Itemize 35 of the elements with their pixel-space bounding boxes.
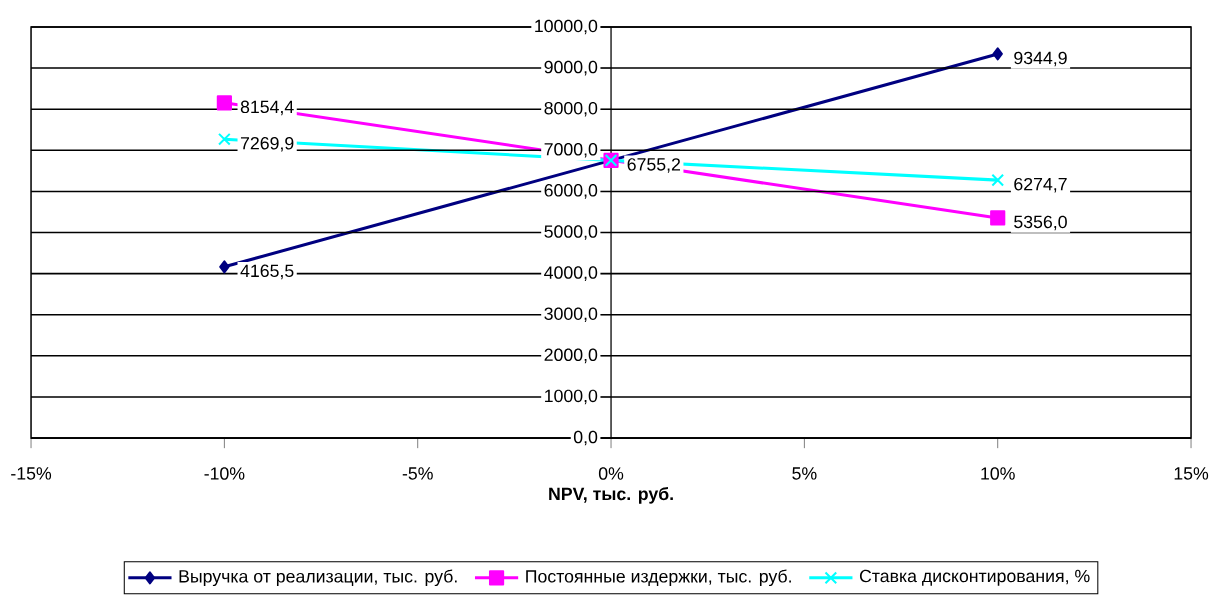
y-tick-label: 8000,0 (544, 101, 598, 117)
data-label: 4165,5 (240, 264, 294, 280)
x-tick-label: 5% (792, 467, 817, 480)
data-label: 8154,4 (240, 100, 294, 116)
x-tick-label: -15% (11, 467, 52, 480)
x-tick-label: -5% (402, 467, 433, 480)
y-tick-label: 2000,0 (544, 348, 598, 364)
point (216, 95, 232, 111)
x-tick-label: 0% (598, 467, 624, 480)
y-tick-label: 7000,0 (544, 143, 598, 158)
legend-label: Ставка дисконтирования, % (859, 569, 1090, 586)
point (218, 132, 231, 146)
data-label: 6755,2 (627, 158, 681, 173)
point (990, 210, 1006, 226)
data-label: 7269,9 (240, 136, 294, 152)
y-tick-label: 4000,0 (544, 266, 598, 281)
data-label: 9344,9 (1014, 51, 1067, 67)
y-tick-label: 9000,0 (544, 60, 598, 76)
x-tick-label: 10% (981, 467, 1015, 480)
x-axis-title: NPV, тыс. руб. (549, 487, 673, 504)
y-tick-label: 10000,0 (535, 19, 598, 35)
y-tick-label: 3000,0 (544, 307, 598, 323)
y-tick-label: 1000,0 (545, 389, 598, 405)
data-label: 6274,7 (1014, 177, 1067, 193)
y-tick-label: 0,0 (573, 430, 598, 446)
point (991, 173, 1005, 187)
y-tick-label: 5000,0 (544, 225, 598, 240)
x-tick-label: -10% (204, 467, 245, 480)
point (992, 47, 1003, 61)
y-tick-label: 6000,0 (544, 184, 598, 199)
legend-label: Выручка от реализации, тыс. руб. (179, 569, 457, 587)
legend-label: Постоянные издержки, тыс. руб. (526, 569, 791, 587)
point (219, 260, 230, 274)
data-label: 5356,0 (1014, 215, 1067, 231)
x-tick-label: 15% (1174, 467, 1209, 480)
